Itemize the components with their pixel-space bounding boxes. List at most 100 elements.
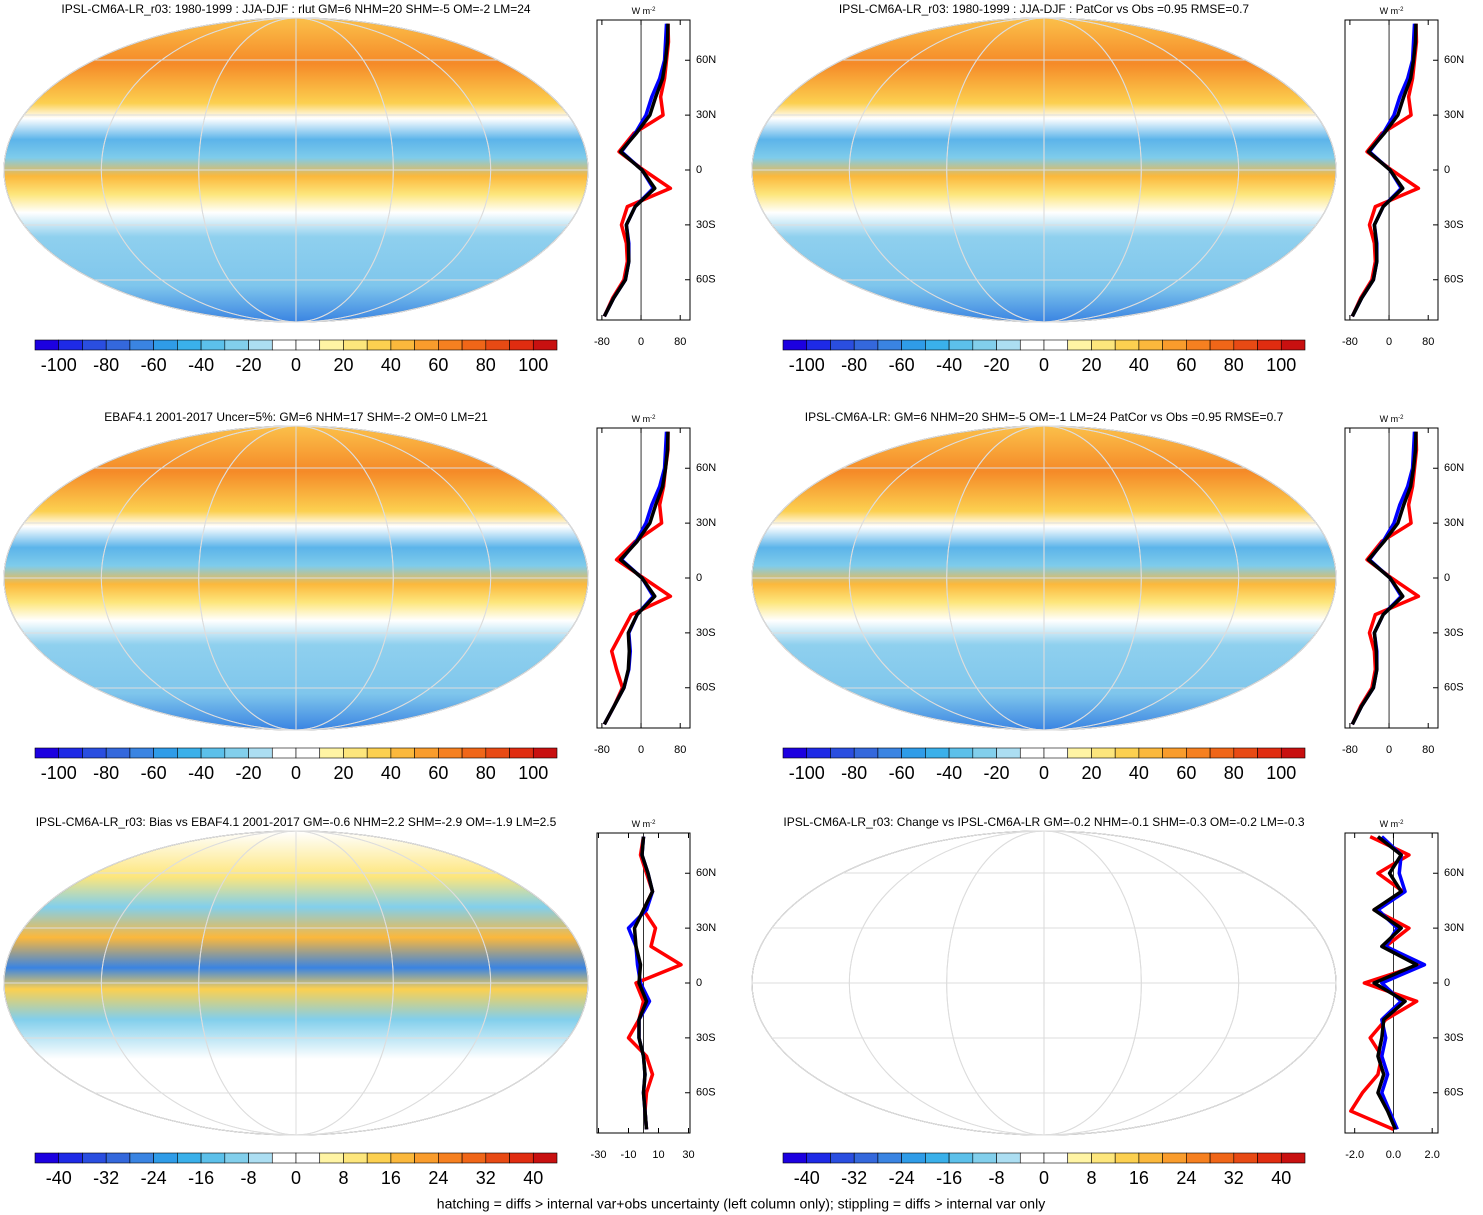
colorbar-swatch (1019, 747, 1045, 759)
colorbar-swatch (532, 747, 558, 759)
colorbar-swatch (972, 339, 997, 351)
colorbar-swatch (224, 747, 249, 759)
colorbar-swatch (1233, 339, 1258, 351)
y-tick-label: 60S (1444, 1087, 1464, 1099)
y-tick-label: 60S (696, 274, 716, 286)
colorbar-swatch (1162, 747, 1187, 759)
zonal-mean-line (632, 836, 655, 1130)
colorbar-swatch (105, 1152, 131, 1164)
colorbar-label: -8 (989, 1168, 1005, 1188)
colorbar-swatch (853, 339, 879, 351)
colorbar-swatch (485, 747, 510, 759)
y-tick-label: 30S (1444, 1032, 1464, 1044)
colorbar-swatch (509, 747, 534, 759)
colorbar-label: -40 (46, 1168, 72, 1188)
colorbar-swatch (853, 1152, 879, 1164)
map (751, 425, 1337, 731)
colorbar-swatch (414, 1152, 439, 1164)
colorbar-label: 20 (333, 763, 353, 783)
colorbar-swatch (295, 1152, 321, 1164)
colorbar-label: 40 (1129, 763, 1149, 783)
x-tick-label: 2.0 (1425, 1149, 1440, 1161)
colorbar-swatch (461, 1152, 487, 1164)
y-tick-label: 60N (1444, 462, 1464, 474)
colorbar-swatch (925, 339, 950, 351)
colorbar-swatch (343, 747, 368, 759)
colorbar-swatch (129, 747, 154, 759)
y-tick-label: 30S (696, 219, 716, 231)
colorbar-swatch (1186, 339, 1211, 351)
unit: W m (632, 6, 651, 16)
colorbar-swatch (343, 1152, 368, 1164)
colorbar-swatch (901, 747, 926, 759)
colorbar-label: -24 (889, 1168, 915, 1188)
colorbar-label: -16 (188, 1168, 214, 1188)
x-tick-label: 80 (674, 336, 686, 348)
colorbar-swatch (806, 1152, 831, 1164)
colorbar-swatch (853, 747, 879, 759)
colorbar-swatch (1257, 1152, 1282, 1164)
unit: W m (632, 819, 651, 829)
colorbar-label: 100 (1266, 355, 1296, 375)
colorbar-swatch (414, 339, 439, 351)
colorbar-label: -20 (984, 355, 1010, 375)
colorbar-label: 80 (1224, 355, 1244, 375)
colorbar-label: 0 (291, 763, 301, 783)
x-tick-label: 0 (1386, 336, 1392, 348)
colorbar-swatch (271, 747, 297, 759)
colorbar-swatch (129, 339, 154, 351)
colorbar-swatch (1233, 1152, 1258, 1164)
x-tick-label: -10 (621, 1149, 637, 1161)
y-tick-label: 60S (696, 1087, 716, 1099)
colorbar-label: -20 (236, 763, 262, 783)
y-tick-label: 0 (696, 977, 702, 989)
colorbar-swatch (1019, 339, 1045, 351)
colorbar-swatch (461, 339, 487, 351)
plot-frame (596, 427, 691, 729)
colorbar-label: -60 (141, 763, 167, 783)
colorbar-swatch (806, 747, 831, 759)
colorbar-swatch (319, 1152, 344, 1164)
colorbar-label: -100 (41, 355, 77, 375)
colorbar-label: 80 (476, 763, 496, 783)
colorbar-swatch (200, 747, 226, 759)
colorbar-label: -24 (141, 1168, 167, 1188)
unit-exponent: -2 (650, 415, 656, 421)
colorbar-label: 60 (1176, 355, 1196, 375)
colorbar-label: 8 (1086, 1168, 1096, 1188)
colorbar-swatch (1043, 747, 1069, 759)
map (3, 17, 589, 323)
zonal-mean-line (1376, 835, 1427, 1131)
plot-frame (1344, 427, 1439, 729)
colorbar-swatch (1067, 339, 1092, 351)
graticule (3, 17, 589, 323)
unit-label: W m-2 (1380, 819, 1404, 829)
x-tick-label: 10 (652, 1149, 664, 1161)
plot-frame (1344, 19, 1439, 321)
colorbar-swatch (1138, 747, 1163, 759)
colorbar-swatch (1186, 747, 1211, 759)
colorbar-swatch (153, 1152, 178, 1164)
colorbar-label: 32 (476, 1168, 496, 1188)
x-tick-label: 80 (674, 744, 686, 756)
colorbar-swatch (901, 1152, 926, 1164)
colorbar-swatch (485, 1152, 510, 1164)
footer: hatching = diffs > internal var+obs unce… (437, 1196, 1045, 1212)
unit-label: W m-2 (632, 6, 656, 16)
y-tick-label: 60S (696, 682, 716, 694)
colorbar-label: -40 (936, 763, 962, 783)
graticule (751, 425, 1337, 731)
colorbar-swatch (248, 339, 273, 351)
colorbar-swatch (877, 747, 902, 759)
colorbar-swatch (901, 339, 926, 351)
colorbar-label: -60 (889, 763, 915, 783)
colorbar-swatch (1209, 339, 1235, 351)
colorbar-swatch (1019, 1152, 1045, 1164)
y-tick-label: 60S (1444, 274, 1464, 286)
unit-label: W m-2 (632, 819, 656, 829)
unit-label: W m-2 (632, 414, 656, 424)
colorbar-swatch (532, 339, 558, 351)
colorbar-swatch (830, 1152, 855, 1164)
colorbar-label: 60 (1176, 763, 1196, 783)
colorbar-swatch (1067, 747, 1092, 759)
